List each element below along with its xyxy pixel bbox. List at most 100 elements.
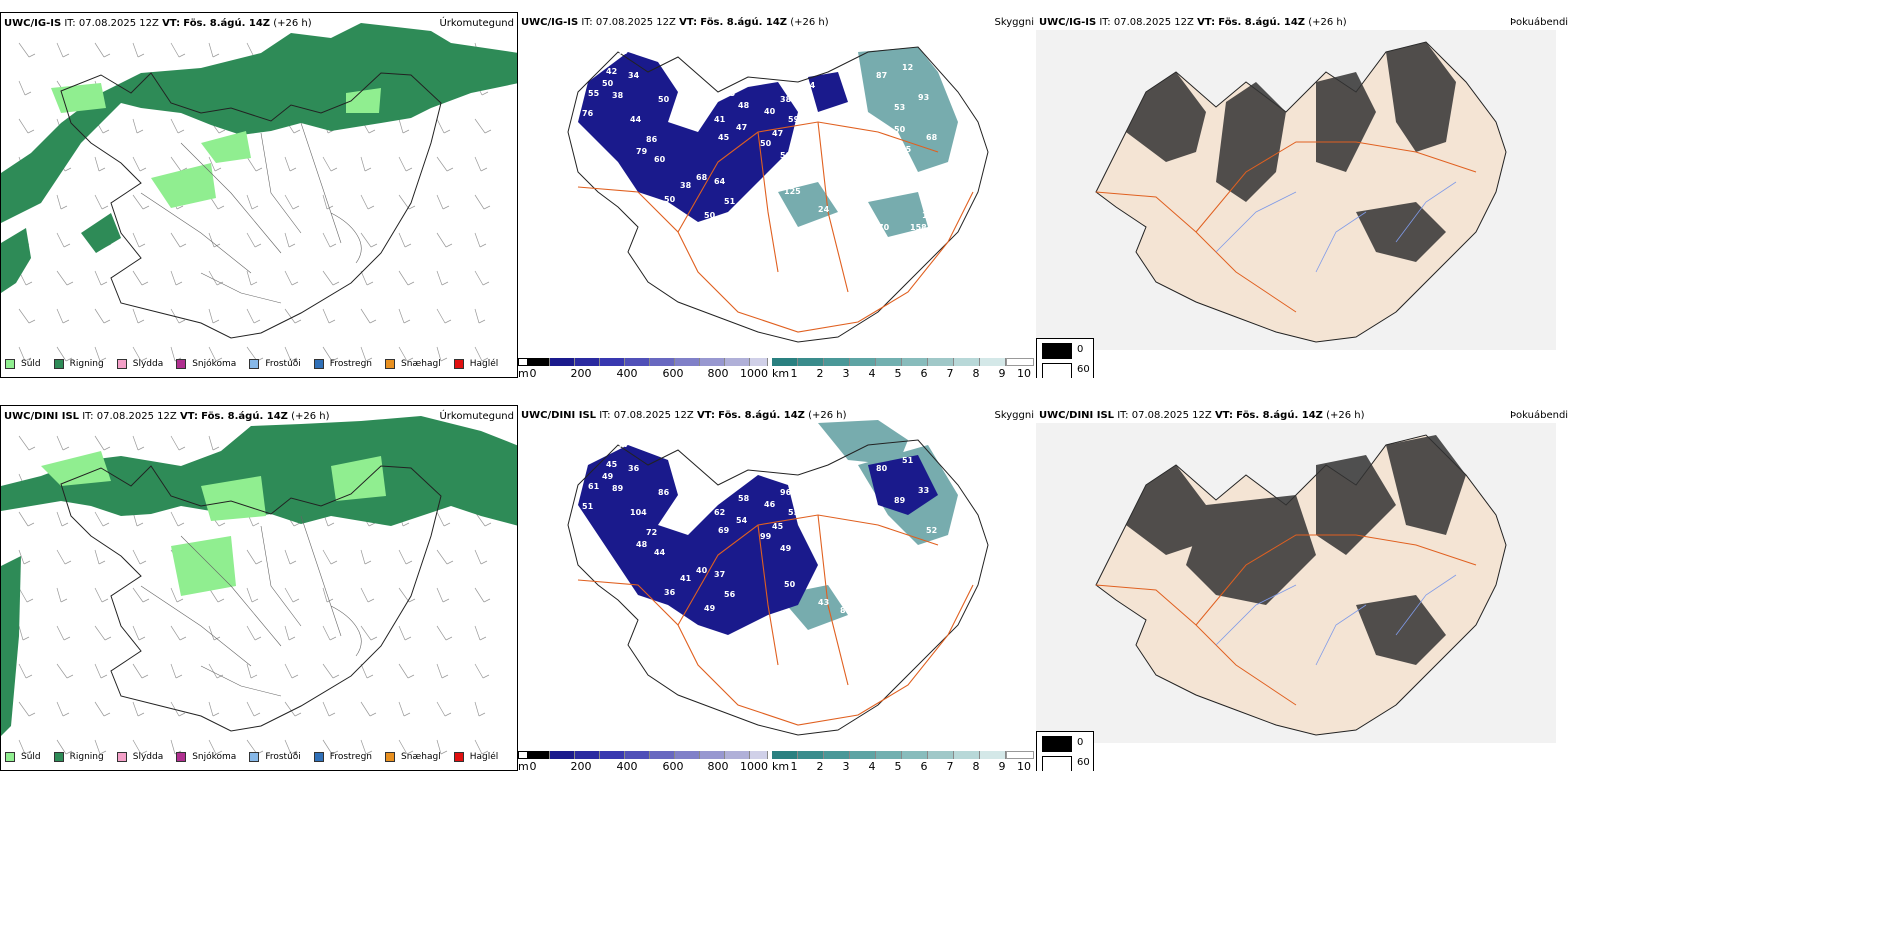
wind-barb [436,118,451,134]
cloud-height-label: 55 [588,89,600,98]
wind-barb [246,156,263,172]
wind-barb [132,663,149,679]
wind-barb [56,42,70,58]
wind-barb [208,435,220,451]
cloud-height-label: 50 [704,211,716,220]
wind-barb [94,739,107,755]
cloud-height-label: 34 [628,71,640,80]
cloud-height-label: 89 [612,484,624,493]
wind-barb [474,270,490,286]
wind-barb [56,308,70,324]
iceland-outline [567,46,989,343]
wind-barb [436,511,451,527]
wind-barb [474,194,491,210]
wind-barb [132,194,150,210]
wind-barb [284,701,302,717]
fog-map[interactable] [1036,12,1556,352]
wind-barb [208,663,224,679]
wind-barb [208,625,221,641]
wind-barb [246,701,261,717]
fog-map[interactable] [1036,405,1556,745]
wind-barb [94,511,110,527]
drizzle-area [51,83,381,208]
wind-barb [284,308,302,324]
panel-title: UWC/IG-IS IT: 07.08.2025 12Z VT: Fös. 8.… [1039,17,1347,28]
visibility-colorbar: km 1 2 3 4 5 6 7 8 9 10 [772,358,1036,378]
wind-barb [170,156,188,172]
deep-cloud [578,445,938,635]
wind-barb [284,156,297,172]
fog-legend: 0 60 [1036,338,1094,378]
cloud-height-label: 61 [588,482,600,491]
wind-barb [322,194,334,210]
wind-barb [398,156,413,172]
wind-barb [56,701,70,717]
wind-barb [208,701,220,717]
precip-map[interactable] [1,13,518,378]
wind-barb [94,270,108,286]
cloud-height-label: 77 [618,440,629,449]
iceland-outline [567,439,989,736]
fog-dark [1126,42,1456,262]
precip-title: Úrkomutegund [439,411,514,422]
wind-barb [94,42,111,58]
wind-barb [18,346,32,362]
cloud-height-label: 70 [878,223,890,232]
wind-barb [322,549,338,565]
wind-barb [474,308,486,324]
cloud-height-label: 69 [718,526,730,535]
cloud-height-label: 58 [738,494,750,503]
cloud-height-label: 47 [736,123,747,132]
precip-legend: Súld Rigning Slydda Snjókoma Frostúði Fr… [5,752,511,762]
wind-barb [208,270,224,286]
cloud-height-label: 40 [696,566,708,575]
cloud-height-label: 49 [780,544,792,553]
cloud-height-label: 42 [606,67,617,76]
teal-cloud [778,47,958,237]
cloud-height-label: 99 [760,532,772,541]
cloud-height-label: 40 [764,107,776,116]
cloud-height-label: 33 [918,486,929,495]
cloud-height-label: 50 [602,79,614,88]
wind-barb [246,549,263,565]
cloud-height-label: 8 [922,604,928,613]
wind-barb [436,308,452,324]
wind-barb [132,156,147,172]
cloud-height-label: 86 [658,488,670,497]
wind-barb [474,587,491,603]
cloud-height-label: 50 [678,109,690,118]
wind-barb [56,232,71,248]
wind-barb [436,346,448,362]
cloud-height-label: 72 [646,528,657,537]
wind-barb [398,701,411,717]
cloud-height-label: 50 [894,125,906,134]
wind-barb [170,435,186,451]
cloud-height-label: 48 [636,540,648,549]
vis-title: Skyggni [994,17,1034,28]
wind-barb [284,346,298,362]
wind-barb [132,435,145,451]
wind-barb [436,232,453,248]
rain-area-sw [81,213,121,253]
wind-barb [18,118,35,134]
wind-barb [436,587,450,603]
wind-barb [56,194,68,210]
precip-legend: Súld Rigning Slydda Snjókoma Frostúði Fr… [5,359,511,369]
wind-barb [474,232,487,248]
wind-barb [322,625,337,641]
cloud-height-label: 52 [582,193,593,202]
wind-barb [170,118,185,134]
wind-barb [398,549,413,565]
wind-barb [360,232,378,248]
wind-barb [398,308,411,324]
wind-barb [94,346,107,362]
wind-barb [132,701,145,717]
precip-panel-row1: UWC/IG-IS IT: 07.08.2025 12Z VT: Fös. 8.… [0,12,518,378]
rain-area [1,416,517,526]
rain-area-west [1,228,31,293]
wind-barb [360,549,372,565]
precip-map[interactable] [1,406,518,771]
